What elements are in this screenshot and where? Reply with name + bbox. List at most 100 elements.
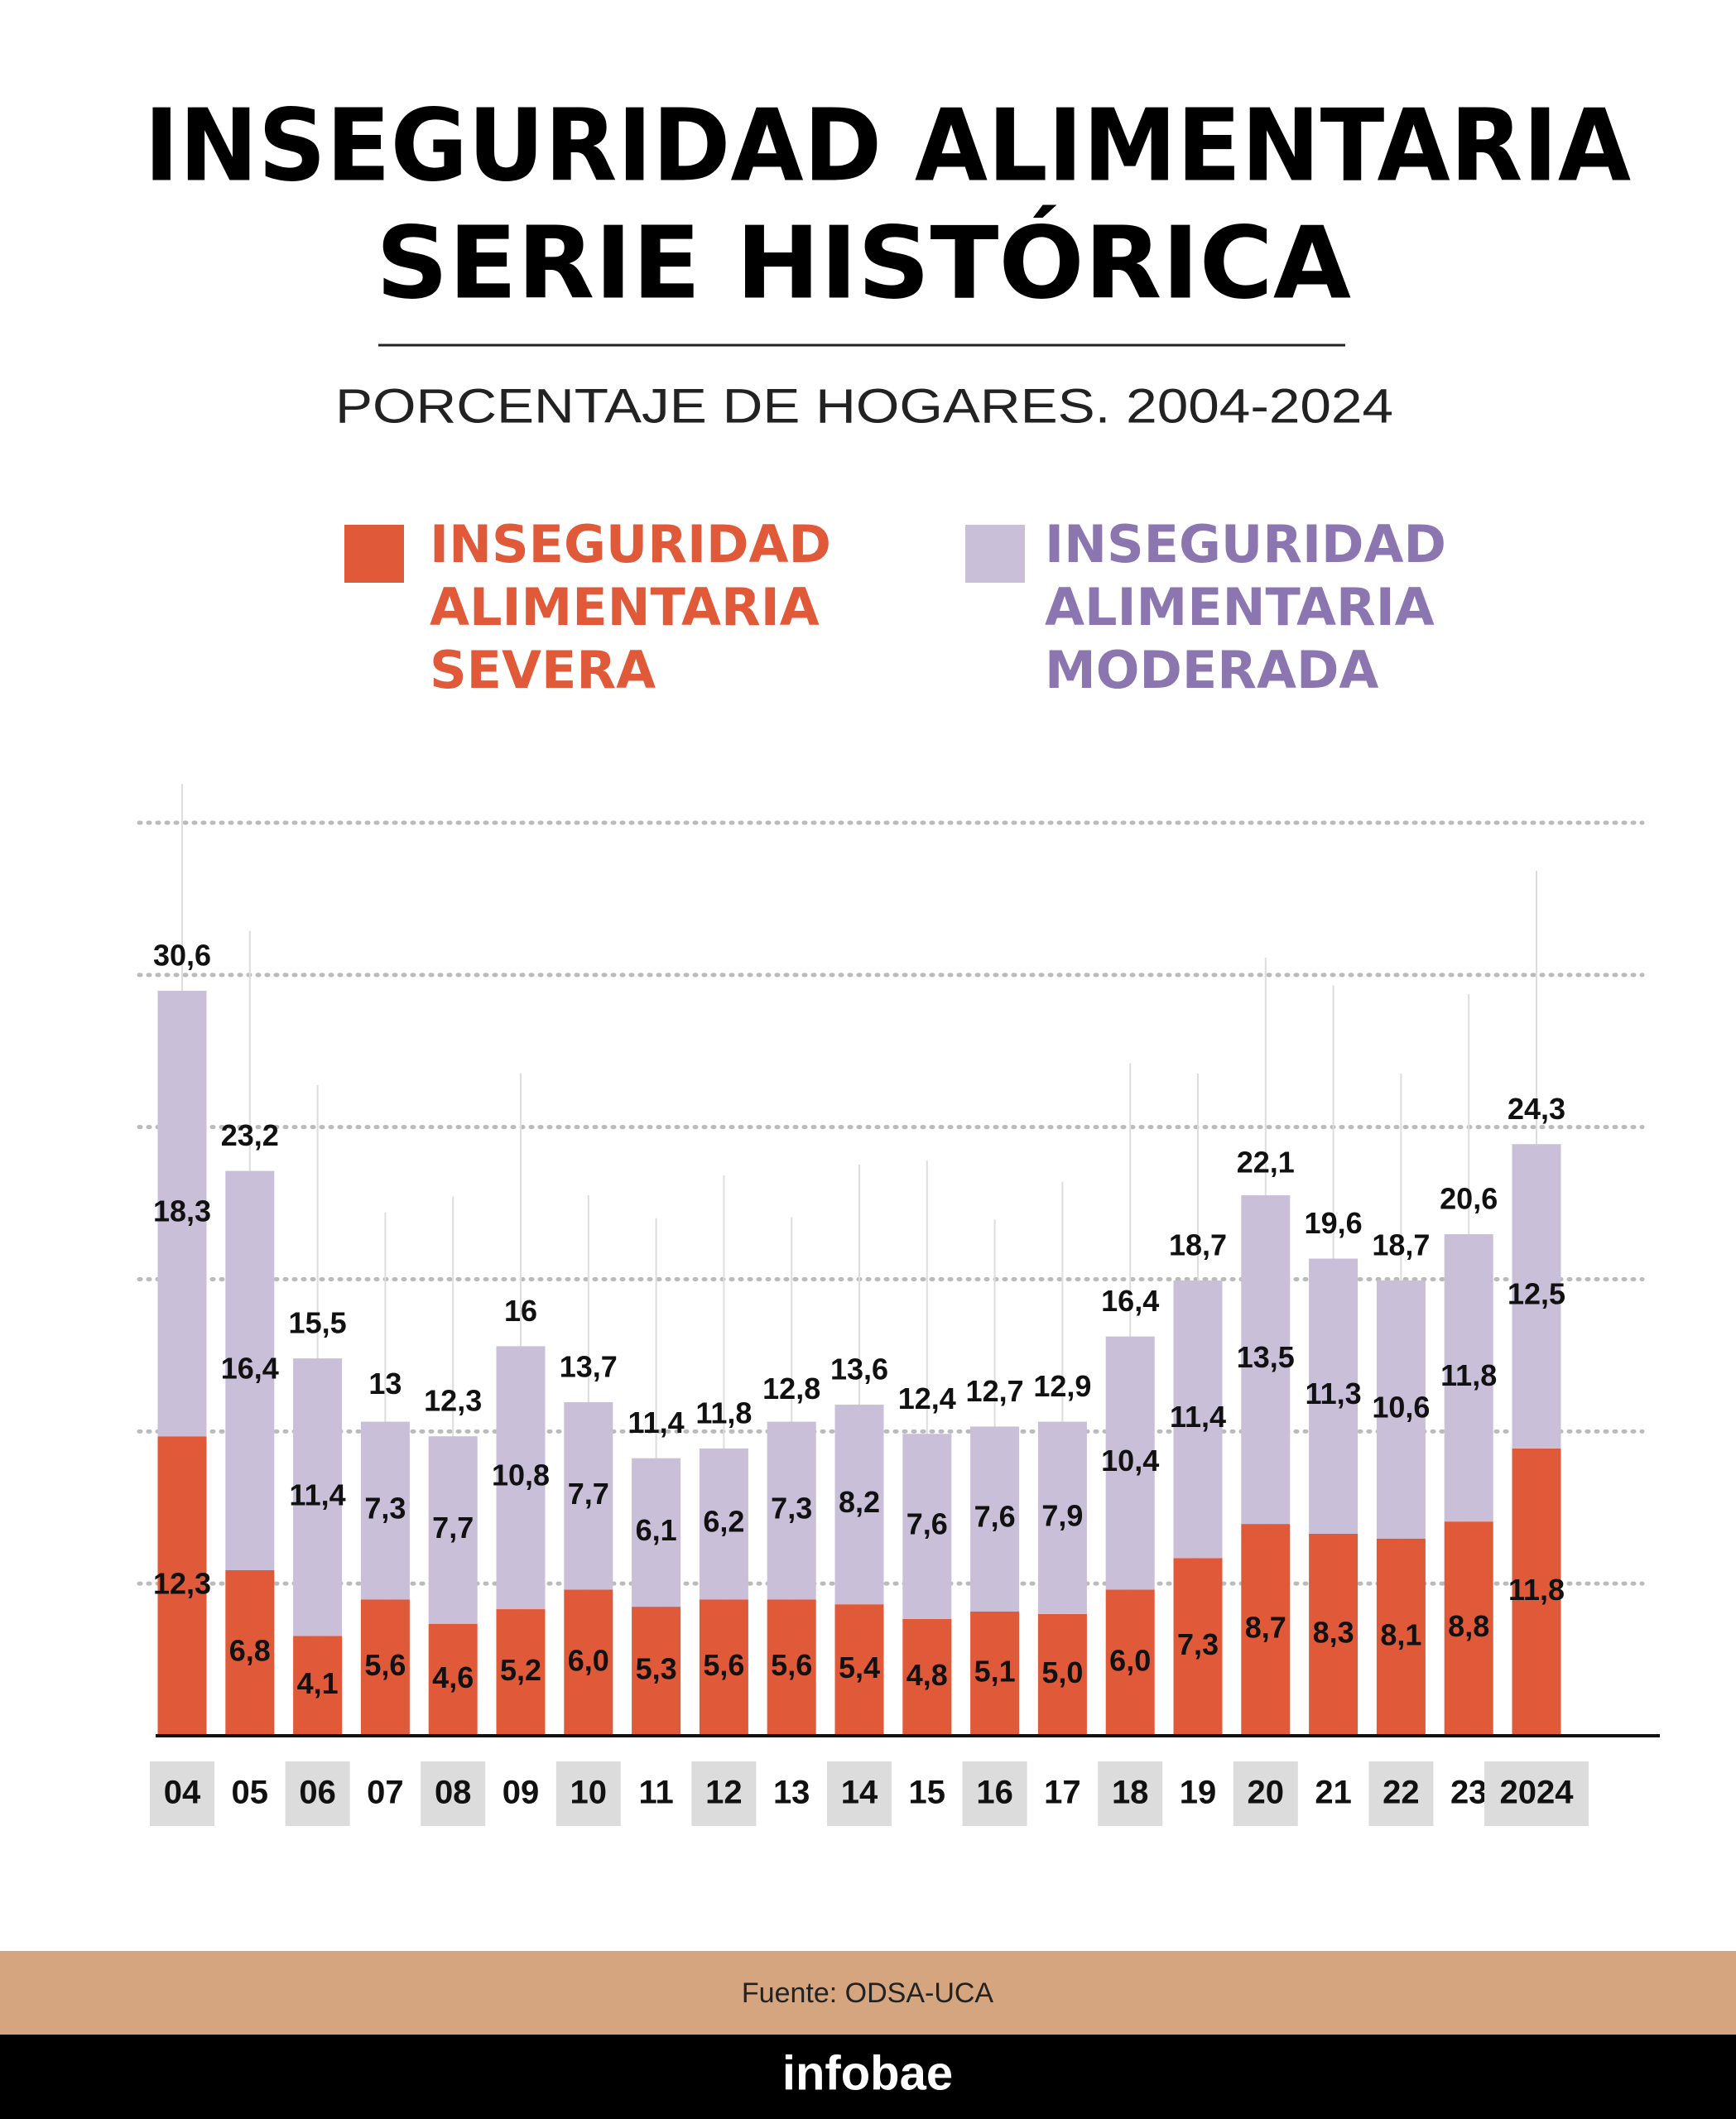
value-label: 10,8 xyxy=(492,1458,550,1492)
value-label: 5,6 xyxy=(771,1648,812,1682)
bar-segment xyxy=(902,1434,952,1619)
x-label-box xyxy=(1368,1761,1434,1826)
bar-segment xyxy=(1376,1538,1426,1736)
bar-segment xyxy=(293,1636,343,1736)
value-label: 12,5 xyxy=(1508,1277,1565,1311)
value-label: 11,8 xyxy=(1508,1573,1565,1607)
bar-segment xyxy=(1444,1521,1493,1736)
x-tick-label: 12 xyxy=(705,1775,743,1811)
legend-label: INSEGURIDAD ALIMENTARIA MODERADA xyxy=(1045,514,1446,700)
footer-band xyxy=(0,1951,1736,2035)
bar-segment xyxy=(767,1599,816,1736)
value-label: 7,7 xyxy=(432,1511,474,1545)
total-label: 13,7 xyxy=(560,1350,618,1384)
value-label: 6,8 xyxy=(229,1634,271,1668)
bar-segment xyxy=(1512,1448,1561,1736)
x-label-box xyxy=(421,1761,486,1826)
value-label: 16,4 xyxy=(221,1351,279,1385)
value-label: 5,2 xyxy=(500,1653,541,1687)
value-label: 7,3 xyxy=(771,1491,812,1525)
value-label: 8,3 xyxy=(1313,1615,1354,1649)
value-label: 13,5 xyxy=(1237,1340,1295,1374)
total-label: 12,9 xyxy=(1033,1369,1091,1403)
bar-segment xyxy=(1173,1558,1223,1736)
value-label: 5,3 xyxy=(636,1652,677,1686)
value-label: 10,6 xyxy=(1372,1390,1430,1424)
bar-segment xyxy=(1241,1195,1291,1525)
total-label: 18,7 xyxy=(1169,1228,1227,1261)
value-label: 4,8 xyxy=(906,1658,948,1692)
value-label: 5,0 xyxy=(1041,1655,1083,1689)
x-label-box xyxy=(285,1761,350,1826)
x-tick-label: 16 xyxy=(976,1775,1013,1811)
bar-segment xyxy=(767,1421,816,1600)
total-label: 12,3 xyxy=(424,1384,482,1418)
x-tick-label: 04 xyxy=(164,1775,201,1811)
bar-segment xyxy=(1309,1258,1359,1534)
bar-segment xyxy=(1173,1280,1223,1559)
brand-band xyxy=(0,2035,1736,2119)
total-label: 19,6 xyxy=(1305,1206,1363,1240)
bar-segment xyxy=(699,1599,748,1736)
x-label-box xyxy=(1484,1761,1589,1826)
value-label: 7,6 xyxy=(974,1500,1016,1534)
value-label: 7,3 xyxy=(364,1491,406,1525)
bar-segment xyxy=(970,1426,1020,1612)
x-tick-label: 23 xyxy=(1450,1775,1488,1811)
total-label: 12,7 xyxy=(966,1374,1024,1408)
bar-segment xyxy=(834,1404,884,1605)
bar-segment xyxy=(157,990,207,1437)
value-label: 11,4 xyxy=(1170,1400,1226,1434)
value-label: 5,6 xyxy=(703,1648,744,1682)
x-label-box xyxy=(962,1761,1027,1826)
value-label: 6,0 xyxy=(568,1643,609,1677)
value-label: 8,2 xyxy=(839,1485,880,1519)
chart-subtitle: PORCENTAJE DE HOGARES. 2004-2024 xyxy=(335,379,1393,433)
x-tick-label: 11 xyxy=(638,1775,673,1811)
x-label-box xyxy=(1098,1761,1163,1826)
value-label: 8,7 xyxy=(1245,1611,1286,1645)
bar-segment xyxy=(632,1458,681,1607)
total-label: 11,4 xyxy=(628,1405,685,1439)
bar-segment xyxy=(293,1358,343,1636)
total-label: 11,8 xyxy=(695,1396,752,1429)
x-tick-label: 21 xyxy=(1315,1775,1352,1811)
value-label: 7,7 xyxy=(568,1477,609,1511)
bar-segment xyxy=(360,1421,410,1600)
x-tick-label: 05 xyxy=(232,1775,269,1811)
legend-label: INSEGURIDAD ALIMENTARIA SEVERA xyxy=(430,514,831,700)
value-label: 11,3 xyxy=(1306,1377,1362,1410)
brand: infobae xyxy=(782,2046,953,2100)
bar-segment xyxy=(1512,1144,1561,1449)
bar-segment xyxy=(1105,1589,1155,1736)
total-label: 15,5 xyxy=(289,1306,347,1340)
chart-title: INSEGURIDAD ALIMENTARIA xyxy=(144,89,1631,204)
value-label: 7,3 xyxy=(1177,1627,1219,1661)
source: Fuente: ODSA-UCA xyxy=(742,1977,994,2009)
total-label: 13,6 xyxy=(830,1352,888,1386)
value-label: 8,1 xyxy=(1380,1617,1421,1651)
bar-segment xyxy=(699,1448,748,1600)
x-tick-label: 08 xyxy=(435,1775,472,1811)
bar-segment xyxy=(1309,1533,1359,1736)
x-label-box xyxy=(827,1761,892,1826)
x-label-box xyxy=(1233,1761,1298,1826)
value-label: 4,1 xyxy=(297,1666,339,1700)
x-tick-label: 09 xyxy=(503,1775,540,1811)
legend-swatch xyxy=(965,525,1025,583)
value-label: 10,4 xyxy=(1101,1444,1159,1478)
x-label-box xyxy=(150,1761,214,1826)
value-label: 4,6 xyxy=(432,1660,474,1694)
x-label-box xyxy=(691,1761,757,1826)
value-label: 7,6 xyxy=(906,1507,948,1541)
total-label: 12,8 xyxy=(762,1372,820,1405)
value-label: 5,4 xyxy=(839,1651,880,1684)
bar-segment xyxy=(1037,1421,1087,1614)
value-label: 8,8 xyxy=(1448,1609,1489,1643)
x-tick-label: 06 xyxy=(299,1775,336,1811)
x-tick-label: 13 xyxy=(773,1775,810,1811)
bar-segment xyxy=(428,1623,478,1736)
total-label: 12,4 xyxy=(898,1381,956,1415)
bar-segment xyxy=(564,1589,613,1736)
